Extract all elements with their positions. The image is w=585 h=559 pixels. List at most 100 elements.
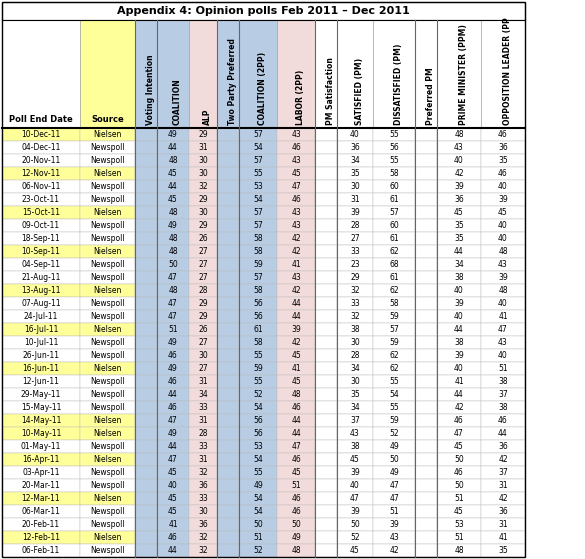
- Bar: [157, 271, 189, 284]
- Text: Nielsen: Nielsen: [94, 494, 122, 503]
- Bar: [481, 297, 525, 310]
- Text: Nielsen: Nielsen: [94, 325, 122, 334]
- Text: 47: 47: [454, 429, 464, 438]
- Text: 29: 29: [198, 221, 208, 230]
- Text: 43: 43: [454, 143, 464, 152]
- Bar: [157, 245, 189, 258]
- Text: 39: 39: [389, 520, 399, 529]
- Bar: [80, 128, 135, 141]
- Text: 29: 29: [198, 130, 208, 139]
- Bar: [80, 323, 135, 336]
- Text: 31: 31: [498, 520, 508, 529]
- Bar: [437, 492, 481, 505]
- Text: 24-Jul-11: 24-Jul-11: [24, 312, 58, 321]
- Text: 54: 54: [253, 455, 263, 464]
- Bar: [437, 128, 481, 141]
- Text: 40: 40: [350, 481, 360, 490]
- Bar: [239, 232, 277, 245]
- Text: 40: 40: [168, 481, 178, 490]
- Text: 48: 48: [291, 546, 301, 555]
- Bar: [189, 258, 217, 271]
- Bar: [481, 414, 525, 427]
- Text: 30: 30: [350, 182, 360, 191]
- Bar: [337, 219, 373, 232]
- Bar: [2, 427, 80, 440]
- Bar: [239, 336, 277, 349]
- Text: 16-Jun-11: 16-Jun-11: [22, 364, 60, 373]
- Bar: [217, 206, 239, 219]
- Bar: [437, 258, 481, 271]
- Bar: [217, 128, 239, 141]
- Text: 47: 47: [168, 455, 178, 464]
- Text: 36: 36: [498, 442, 508, 451]
- Text: 42: 42: [389, 546, 399, 555]
- Bar: [437, 479, 481, 492]
- Text: 62: 62: [389, 286, 399, 295]
- Text: 41: 41: [291, 260, 301, 269]
- Text: 44: 44: [168, 143, 178, 152]
- Text: 44: 44: [168, 546, 178, 555]
- Bar: [337, 362, 373, 375]
- Bar: [373, 180, 415, 193]
- Text: 49: 49: [168, 221, 178, 230]
- Text: 48: 48: [454, 546, 464, 555]
- Text: 33: 33: [198, 403, 208, 412]
- Text: Preferred PM: Preferred PM: [426, 67, 435, 125]
- Text: Nielsen: Nielsen: [94, 169, 122, 178]
- Bar: [337, 154, 373, 167]
- Text: 28: 28: [198, 429, 208, 438]
- Bar: [277, 453, 315, 466]
- Bar: [157, 323, 189, 336]
- Bar: [135, 362, 157, 375]
- Text: 33: 33: [198, 494, 208, 503]
- Text: 61: 61: [253, 325, 263, 334]
- Bar: [80, 20, 135, 128]
- Bar: [80, 388, 135, 401]
- Bar: [315, 492, 337, 505]
- Text: 51: 51: [454, 494, 464, 503]
- Text: 21-Aug-11: 21-Aug-11: [21, 273, 61, 282]
- Bar: [437, 323, 481, 336]
- Text: 52: 52: [350, 533, 360, 542]
- Text: Newspoll: Newspoll: [90, 403, 125, 412]
- Bar: [277, 206, 315, 219]
- Bar: [239, 466, 277, 479]
- Text: 27: 27: [198, 364, 208, 373]
- Bar: [239, 362, 277, 375]
- Text: Newspoll: Newspoll: [90, 260, 125, 269]
- Bar: [157, 492, 189, 505]
- Text: 46: 46: [498, 416, 508, 425]
- Bar: [373, 323, 415, 336]
- Bar: [2, 531, 80, 544]
- Bar: [189, 20, 217, 128]
- Bar: [157, 336, 189, 349]
- Bar: [481, 141, 525, 154]
- Bar: [315, 232, 337, 245]
- Bar: [239, 219, 277, 232]
- Bar: [315, 427, 337, 440]
- Bar: [2, 479, 80, 492]
- Bar: [277, 297, 315, 310]
- Bar: [239, 141, 277, 154]
- Bar: [157, 453, 189, 466]
- Text: OPPOSITION LEADER (PP: OPPOSITION LEADER (PP: [503, 17, 512, 125]
- Bar: [315, 245, 337, 258]
- Text: 32: 32: [198, 468, 208, 477]
- Bar: [217, 167, 239, 180]
- Bar: [373, 505, 415, 518]
- Bar: [2, 336, 80, 349]
- Bar: [2, 440, 80, 453]
- Text: Nielsen: Nielsen: [94, 533, 122, 542]
- Bar: [157, 193, 189, 206]
- Text: 31: 31: [498, 481, 508, 490]
- Bar: [239, 323, 277, 336]
- Text: 35: 35: [350, 390, 360, 399]
- Text: 52: 52: [253, 390, 263, 399]
- Bar: [217, 479, 239, 492]
- Text: 57: 57: [389, 325, 399, 334]
- Bar: [157, 297, 189, 310]
- Bar: [337, 271, 373, 284]
- Text: 34: 34: [350, 156, 360, 165]
- Text: 13-Aug-11: 13-Aug-11: [21, 286, 61, 295]
- Text: 46: 46: [168, 377, 178, 386]
